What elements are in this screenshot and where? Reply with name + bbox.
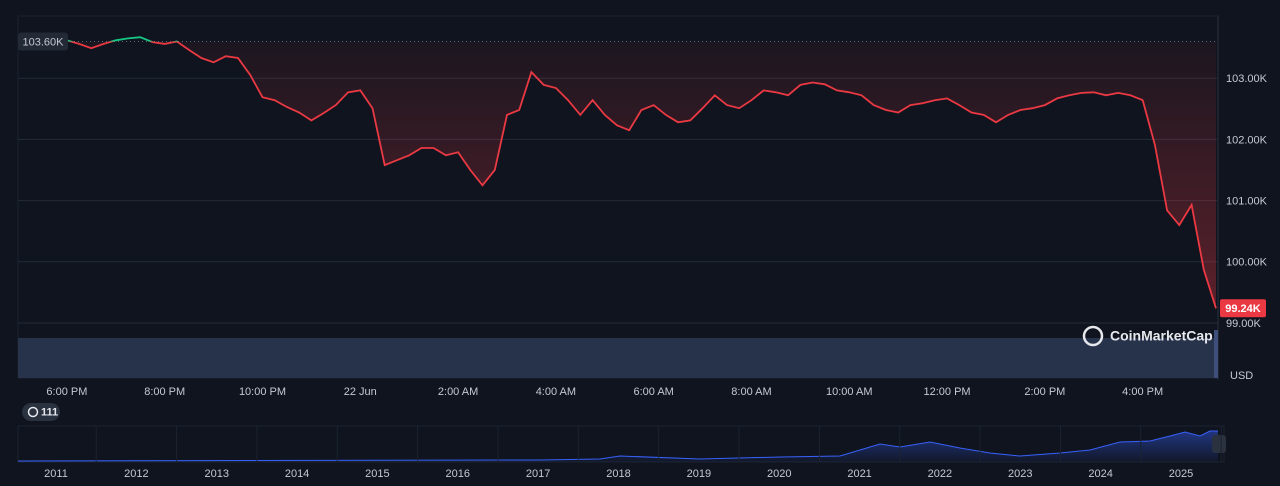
navigator-year: 2023 [1008,468,1032,480]
navigator-year: 2020 [767,468,791,480]
x-tick-label: 10:00 AM [826,386,872,398]
watermark-logo [1082,325,1104,347]
navigator-year: 2015 [365,468,389,480]
badge-count: 111 [41,406,58,418]
y-tick-label: 102.00K [1226,134,1268,146]
x-tick-label: 12:00 PM [924,386,971,398]
badge[interactable]: 111 [22,403,60,421]
x-tick-label: 2:00 AM [438,386,478,398]
y-tick-label: 101.00K [1226,196,1268,208]
y-tick-label: 99.00K [1226,318,1262,330]
x-tick-label: 22 Jun [344,386,377,398]
x-tick-label: 6:00 PM [46,386,87,398]
y-tick-label: 100.00K [1226,257,1268,269]
volume-band [18,338,1214,378]
badge-icon [27,406,39,418]
navigator-year: 2014 [285,468,309,480]
currency-label: USD [1230,370,1253,382]
navigator-year: 2011 [44,468,68,480]
x-tick-label: 10:00 PM [239,386,286,398]
price-area [18,41,1216,309]
x-tick-label: 8:00 PM [144,386,185,398]
x-tick-label: 4:00 PM [1122,386,1163,398]
navigator-line [17,430,1218,462]
navigator-year: 2012 [124,468,148,480]
watermark: CoinMarketCap [1082,325,1213,347]
navigator-year: 2025 [1169,468,1193,480]
navigator-year: 2017 [526,468,550,480]
navigator-area [18,431,1218,462]
y-tick-label: 103.00K [1226,73,1268,85]
x-tick-label: 8:00 AM [731,386,771,398]
navigator-handle[interactable] [1212,435,1226,453]
watermark-text: CoinMarketCap [1110,328,1213,344]
x-tick-label: 4:00 AM [536,386,576,398]
navigator-year: 2022 [928,468,952,480]
last-price-box [1220,299,1266,318]
x-tick-label: 6:00 AM [633,386,673,398]
x-tick-label: 2:00 PM [1024,386,1065,398]
last-price-label: 99.24K [1225,303,1261,315]
navigator-year: 2024 [1088,468,1112,480]
baseline-label: 103.60K [23,36,65,48]
navigator-year: 2019 [687,468,711,480]
volume-last [1214,330,1218,378]
price-line-down [51,41,1217,309]
baseline-label-box [18,32,68,51]
navigator-year: 2016 [446,468,470,480]
navigator-year: 2018 [606,468,630,480]
navigator-year: 2013 [204,468,228,480]
navigator-year: 2021 [847,468,871,480]
